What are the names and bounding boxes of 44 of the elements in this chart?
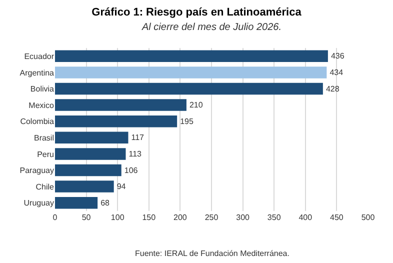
source-note: Fuente: IERAL de Fundación Mediterránea. xyxy=(135,249,290,258)
data-label: 434 xyxy=(330,68,344,77)
data-label: 436 xyxy=(330,52,345,61)
y-tick-label: Argentina xyxy=(20,68,55,78)
x-tick-label: 0 xyxy=(52,213,58,222)
data-label: 195 xyxy=(180,116,194,126)
y-tick-label: Ecuador xyxy=(24,52,54,61)
bar xyxy=(55,50,328,62)
y-tick-label: Peru xyxy=(37,150,54,159)
data-label: 428 xyxy=(326,84,340,94)
data-label: 68 xyxy=(100,198,110,208)
bar xyxy=(55,132,128,144)
bar xyxy=(55,148,126,160)
y-tick-label: Brasil xyxy=(34,133,54,142)
x-tick-label: 500 xyxy=(361,213,376,222)
bar xyxy=(55,66,327,78)
y-tick-label: Chile xyxy=(36,182,55,192)
data-label: 210 xyxy=(189,100,204,110)
data-label: 106 xyxy=(124,166,138,175)
data-label: 94 xyxy=(116,182,126,192)
data-label: 117 xyxy=(131,133,145,142)
bar xyxy=(55,99,186,111)
x-tick-label: 250 xyxy=(204,213,219,222)
chart-subtitle: Al cierre del mes de Julio 2026. xyxy=(141,22,282,33)
bar xyxy=(55,196,98,209)
x-tick-label: 200 xyxy=(174,213,188,222)
x-tick-label: 150 xyxy=(142,213,156,222)
x-tick-label: 350 xyxy=(267,213,282,222)
y-tick-label: Bolivia xyxy=(30,84,55,94)
bar xyxy=(55,180,114,192)
y-tick-label: Colombia xyxy=(20,117,55,126)
bar xyxy=(55,164,122,176)
x-tick-label: 100 xyxy=(110,213,125,222)
data-label: 113 xyxy=(128,149,142,158)
y-tick-label: Mexico xyxy=(28,100,55,110)
chart-title: Gráfico 1: Riesgo país en Latinoamérica xyxy=(92,6,302,19)
x-tick-label: 50 xyxy=(82,213,92,222)
x-tick-label: 450 xyxy=(330,213,344,222)
x-tick-label: 300 xyxy=(236,213,250,222)
bar xyxy=(55,82,323,95)
y-tick-label: Paraguay xyxy=(20,166,54,176)
bar xyxy=(55,115,178,128)
y-tick-label: Uruguay xyxy=(24,198,54,208)
x-tick-label: 400 xyxy=(298,213,313,222)
